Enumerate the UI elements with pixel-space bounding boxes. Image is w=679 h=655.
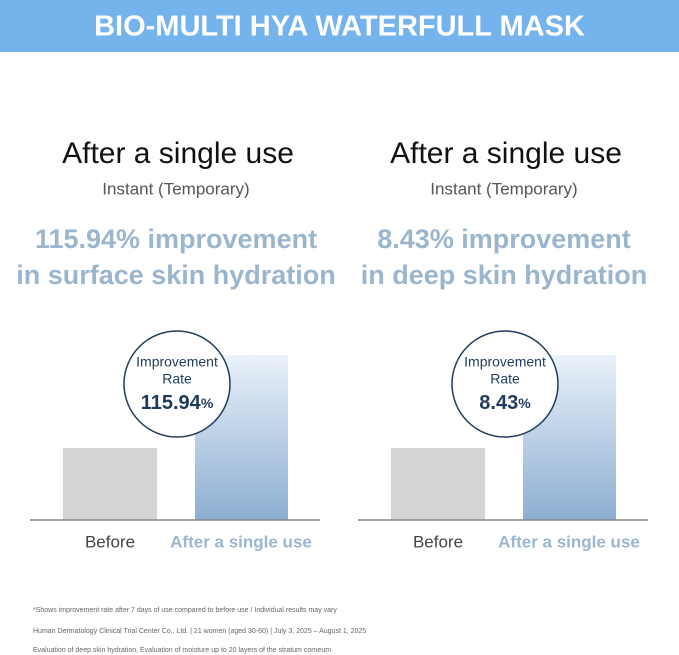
headline: 8.43% improvement [377,224,631,254]
footnote: Human Dermatology Clinical Trial Center … [33,628,366,635]
category-label: After a single use [498,532,640,551]
badge-label: Rate [490,371,520,387]
footnote: Evaluation of deep skin hydration, Evalu… [33,647,331,654]
panel-heading: After a single use [390,137,622,170]
before-bar [63,448,157,520]
badge-label: Improvement [464,354,546,370]
header-band [0,0,679,52]
panel-subheading: Instant (Temporary) [102,179,249,198]
headline: in surface skin hydration [16,260,336,290]
badge-unit: % [201,395,214,411]
header-title: BIO-MULTI HYA WATERFULL MASK [94,11,585,43]
panel-subheading: Instant (Temporary) [430,179,577,198]
category-label: Before [413,532,463,551]
badge-value: 8.43% [479,392,531,414]
category-label: After a single use [170,532,312,551]
badge-value: 115.94% [141,392,214,414]
footnote: *Shows improvement rate after 7 days of … [33,607,337,614]
panel-heading: After a single use [62,137,294,170]
category-label: Before [85,532,135,551]
badge-label: Improvement [136,354,218,370]
badge-number: 8.43 [479,392,518,414]
badge-unit: % [518,395,531,411]
rate-badge [123,330,231,438]
headline: in deep skin hydration [361,260,648,290]
badge-number: 115.94 [141,392,202,414]
rate-badge [451,330,559,438]
badge-label: Rate [162,371,192,387]
before-bar [391,448,485,520]
headline: 115.94% improvement [35,224,317,254]
